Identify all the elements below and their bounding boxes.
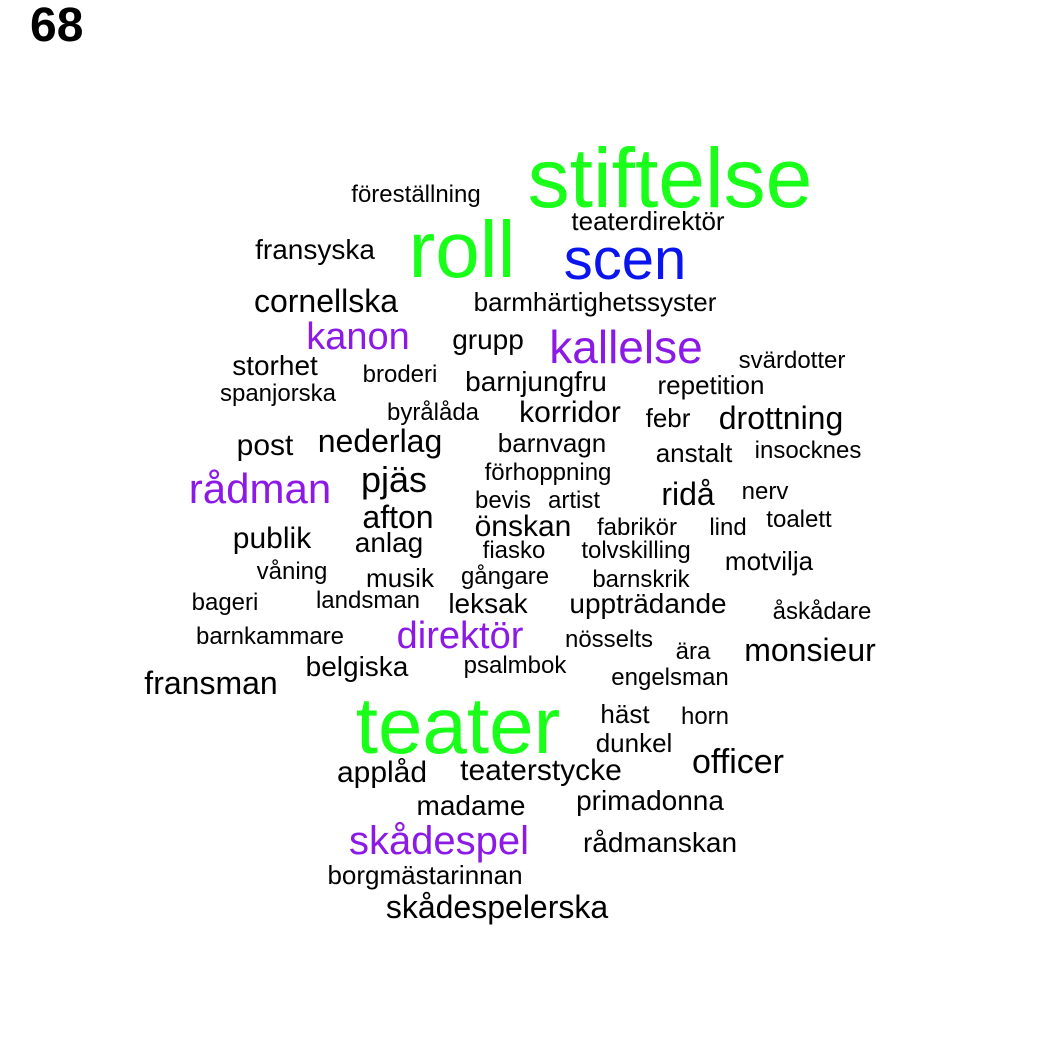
word-cloud-word: scen bbox=[563, 227, 687, 292]
word-cloud-word: fransyska bbox=[255, 234, 375, 265]
word-cloud-word: repetition bbox=[657, 370, 765, 400]
word-cloud-word: ära bbox=[675, 638, 711, 665]
word-cloud-word: dunkel bbox=[595, 728, 673, 758]
word-cloud-word: anstalt bbox=[655, 438, 733, 468]
word-cloud-word: applåd bbox=[336, 756, 428, 789]
word-cloud-word: tolvskilling bbox=[581, 537, 691, 564]
word-cloud-word: kallelse bbox=[549, 321, 703, 373]
word-cloud-word: stiftelse bbox=[527, 131, 813, 225]
word-cloud-word: ridå bbox=[661, 476, 715, 512]
word-cloud-word: motvilja bbox=[724, 546, 814, 576]
word-cloud-word: leksak bbox=[448, 588, 528, 619]
word-cloud-word: madame bbox=[416, 790, 526, 821]
word-cloud-word: kanon bbox=[306, 316, 410, 358]
word-cloud-word: fransman bbox=[144, 665, 278, 701]
word-cloud-word: primadonna bbox=[576, 785, 724, 816]
word-cloud-word: post bbox=[236, 429, 294, 462]
word-cloud-word: psalmbok bbox=[463, 652, 567, 679]
word-cloud-word: barmhärtighetssyster bbox=[473, 287, 717, 317]
word-cloud-word: officer bbox=[692, 743, 784, 781]
word-cloud-word: engelsman bbox=[611, 664, 729, 691]
word-cloud-word: lind bbox=[709, 514, 747, 541]
word-cloud-word: barnjungfru bbox=[465, 366, 607, 397]
word-cloud-word: anlag bbox=[354, 527, 424, 558]
word-cloud-word: åskådare bbox=[772, 598, 872, 625]
word-cloud-word: gångare bbox=[460, 563, 550, 590]
word-cloud-word: horn bbox=[680, 703, 730, 730]
word-cloud-word: cornellska bbox=[253, 283, 399, 319]
word-cloud-word: teaterdirektör bbox=[571, 206, 725, 236]
word-cloud-word: landsman bbox=[315, 587, 421, 614]
word-cloud-word: drottning bbox=[718, 400, 844, 436]
word-cloud-word: bevis bbox=[474, 487, 532, 514]
word-cloud-word: korridor bbox=[519, 396, 621, 429]
word-cloud-word: spanjorska bbox=[219, 380, 337, 407]
word-cloud-word: våning bbox=[256, 558, 328, 585]
word-cloud-word: teaterstycke bbox=[460, 754, 622, 787]
word-cloud-word: uppträdande bbox=[569, 588, 727, 619]
word-cloud-word: häst bbox=[600, 699, 650, 729]
word-cloud-word: fiasko bbox=[482, 537, 546, 564]
word-cloud-word: belgiska bbox=[305, 651, 409, 682]
word-cloud-word: insocknes bbox=[754, 437, 862, 464]
word-cloud-word: barnkammare bbox=[195, 623, 345, 650]
word-cloud-word: förhoppning bbox=[484, 459, 612, 486]
word-cloud-word: grupp bbox=[452, 324, 524, 355]
word-cloud-word: svärdotter bbox=[738, 347, 846, 374]
word-cloud-word: fabrikör bbox=[596, 514, 678, 541]
word-cloud-word: nederlag bbox=[317, 423, 443, 459]
word-cloud-word: roll bbox=[408, 205, 516, 294]
page-number: 68 bbox=[30, 0, 84, 52]
word-cloud-word: önskan bbox=[474, 510, 572, 543]
word-cloud-word: monsieur bbox=[744, 632, 876, 668]
word-cloud-word: rådman bbox=[188, 465, 332, 512]
word-cloud-word: föreställning bbox=[351, 181, 481, 208]
word-cloud-word: skådespelerska bbox=[385, 889, 609, 925]
word-cloud-word: febr bbox=[645, 403, 691, 433]
word-cloud-word: barnvagn bbox=[497, 428, 607, 458]
word-cloud-word: rådmanskan bbox=[582, 827, 738, 858]
word-cloud-word: borgmästarinnan bbox=[327, 860, 523, 890]
word-cloud-word: byrålåda bbox=[386, 399, 480, 426]
word-cloud-word: direktör bbox=[396, 615, 524, 657]
word-cloud-word: bageri bbox=[191, 589, 259, 616]
word-cloud-word: publik bbox=[232, 522, 312, 555]
word-cloud-word: barnskrik bbox=[592, 566, 690, 593]
word-cloud-word: afton bbox=[362, 499, 434, 535]
word-cloud-word: pjäs bbox=[360, 459, 428, 500]
word-cloud-word: broderi bbox=[362, 361, 438, 388]
word-cloud-word: toalett bbox=[766, 506, 832, 533]
word-cloud-word: artist bbox=[547, 487, 601, 514]
word-cloud-word: storhet bbox=[232, 350, 318, 381]
word-cloud-word: skådespel bbox=[348, 819, 530, 863]
word-cloud-word: teater bbox=[355, 681, 561, 770]
word-cloud-word: musik bbox=[366, 563, 434, 593]
word-cloud-word: nerv bbox=[741, 478, 789, 505]
word-cloud-word: nösselts bbox=[564, 626, 654, 653]
